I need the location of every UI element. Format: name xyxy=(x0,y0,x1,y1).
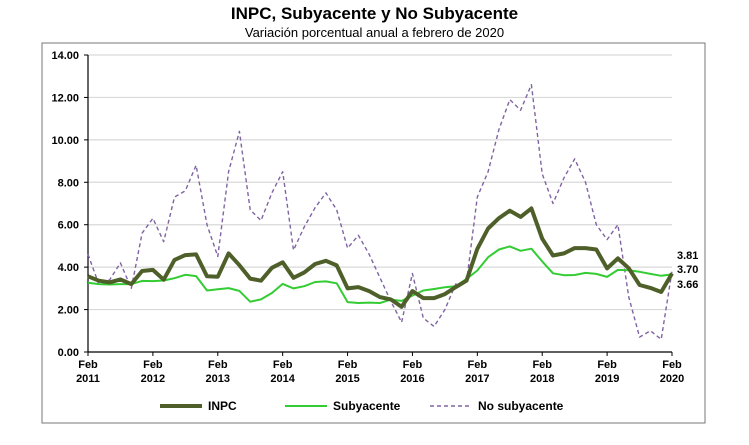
chart-subtitle: Variación porcentual anual a febrero de … xyxy=(244,25,505,40)
legend-label: INPC xyxy=(208,399,237,413)
series-line-no-subyacente xyxy=(87,84,673,340)
x-tick-month: Feb xyxy=(273,359,293,371)
end-value-label: 3.81 xyxy=(677,250,698,262)
chart-frame xyxy=(41,42,706,424)
x-tick-year: 2011 xyxy=(76,373,100,385)
end-value-label: 3.70 xyxy=(677,264,698,276)
x-tick-month: Feb xyxy=(532,359,552,371)
x-tick-year: 2018 xyxy=(530,373,554,385)
y-tick-label: 12.00 xyxy=(51,92,79,104)
x-tick-month: Feb xyxy=(468,359,488,371)
x-tick-year: 2017 xyxy=(465,373,489,385)
y-tick-label: 4.00 xyxy=(58,262,79,274)
x-tick-month: Feb xyxy=(338,359,358,371)
series-line-subyacente xyxy=(87,245,673,304)
y-tick-label: 0.00 xyxy=(58,347,79,359)
end-value-label: 3.66 xyxy=(677,279,698,291)
legend-label: No subyacente xyxy=(478,399,564,413)
x-tick-month: Feb xyxy=(597,359,617,371)
y-tick-label: 2.00 xyxy=(58,305,79,317)
legend-label: Subyacente xyxy=(333,399,401,413)
y-tick-label: 8.00 xyxy=(58,177,79,189)
x-tick-year: 2015 xyxy=(335,373,359,385)
y-tick-label: 14.00 xyxy=(51,50,79,62)
x-tick-year: 2013 xyxy=(206,373,230,385)
y-tick-label: 6.00 xyxy=(58,220,79,232)
x-tick-month: Feb xyxy=(143,359,163,371)
x-tick-month: Feb xyxy=(403,359,423,371)
x-tick-year: 2020 xyxy=(660,373,684,385)
series-line-inpc xyxy=(87,206,674,309)
chart-title: INPC, Subyacente y No Subyacente xyxy=(230,4,519,23)
x-tick-year: 2014 xyxy=(270,373,295,385)
x-tick-year: 2019 xyxy=(595,373,619,385)
y-tick-label: 10.00 xyxy=(51,135,79,147)
x-tick-year: 2016 xyxy=(400,373,424,385)
x-tick-year: 2012 xyxy=(141,373,165,385)
x-tick-month: Feb xyxy=(78,359,98,371)
x-tick-month: Feb xyxy=(662,359,682,371)
x-tick-month: Feb xyxy=(208,359,228,371)
